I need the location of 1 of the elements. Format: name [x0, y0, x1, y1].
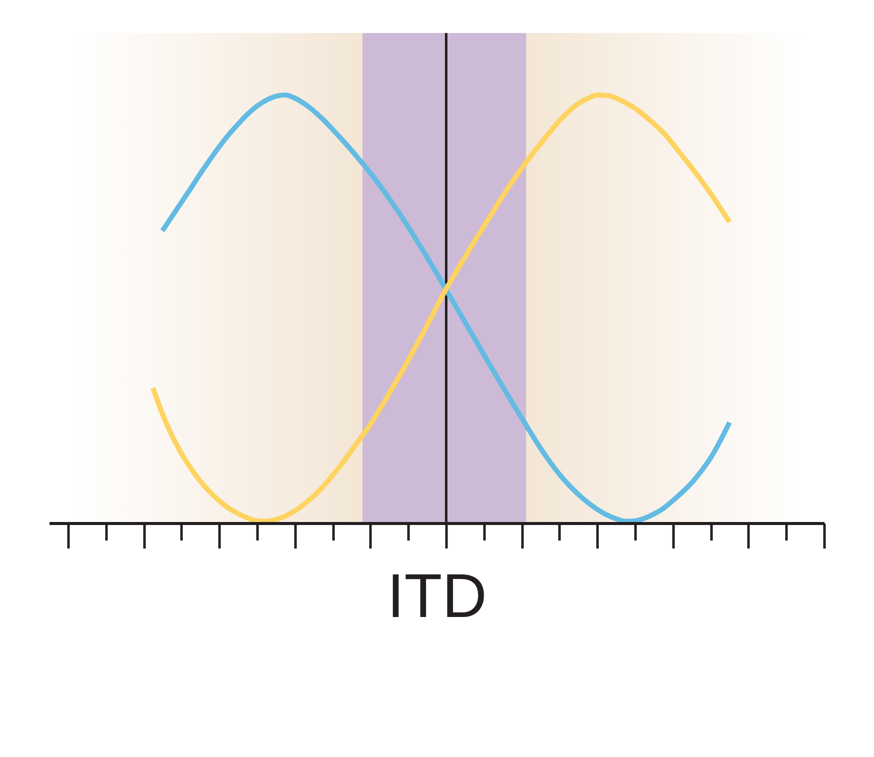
x-axis-title: ITD [387, 562, 487, 631]
